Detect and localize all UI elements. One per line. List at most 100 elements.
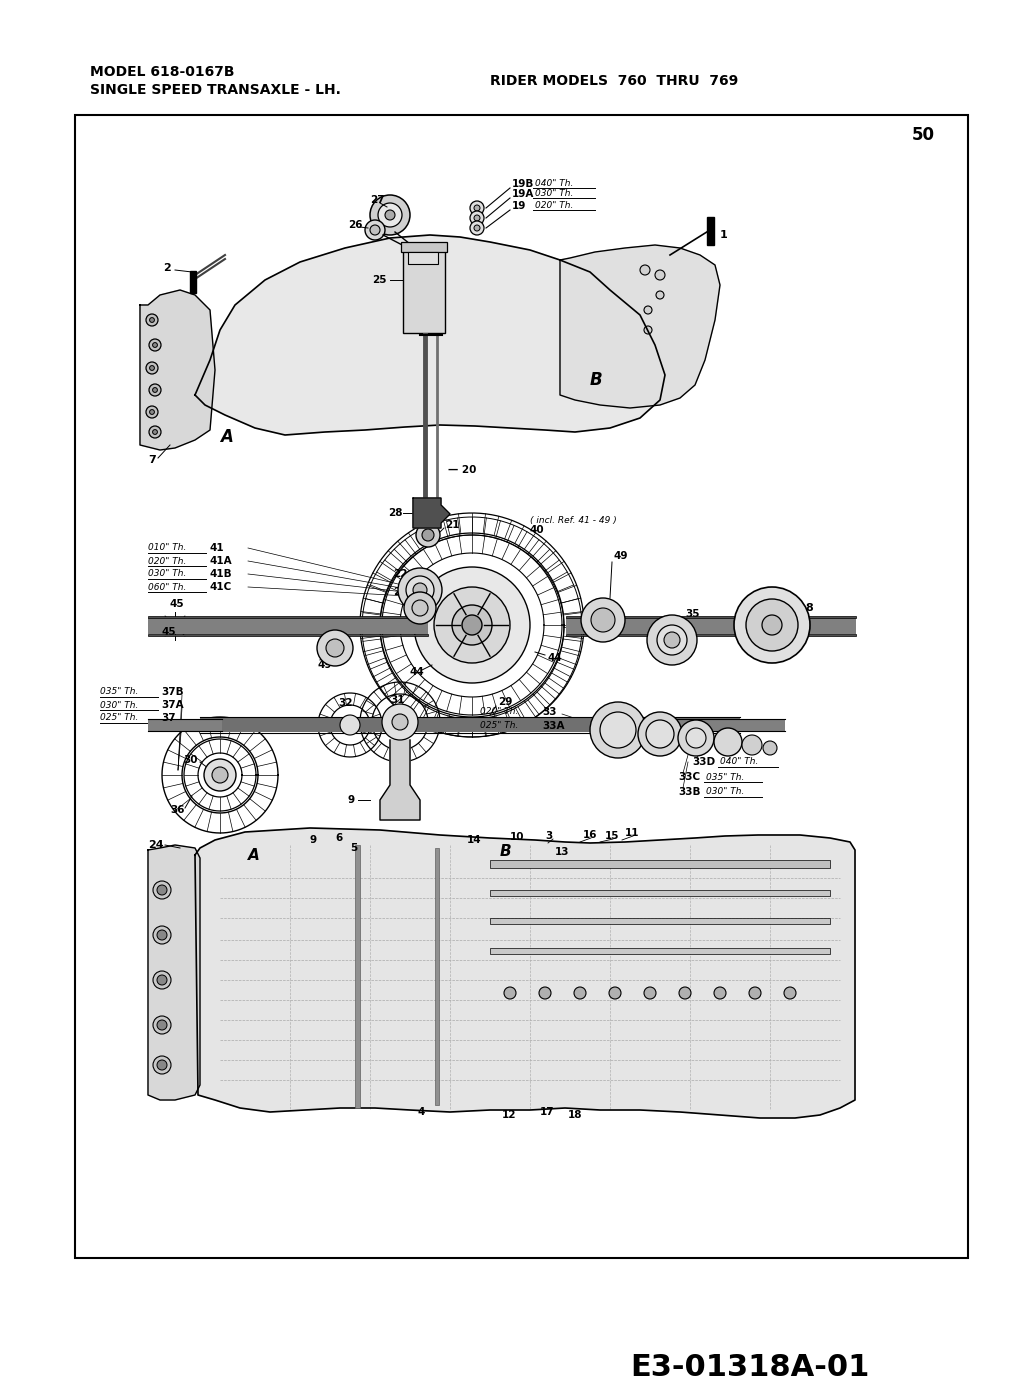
Bar [490, 918, 830, 924]
Text: 025" Th.: 025" Th. [100, 714, 138, 722]
Bar [190, 271, 196, 294]
Text: 27: 27 [370, 195, 385, 204]
Bar [490, 949, 830, 954]
Circle shape [644, 306, 652, 314]
Bar [148, 721, 222, 732]
Circle shape [365, 220, 385, 241]
Circle shape [150, 317, 155, 323]
Text: 33C: 33C [678, 772, 700, 782]
Circle shape [609, 988, 621, 999]
Text: 10: 10 [510, 832, 524, 842]
Text: ( incl. Ref. 41 - 49 ): ( incl. Ref. 41 - 49 ) [530, 516, 617, 524]
Circle shape [644, 988, 656, 999]
Circle shape [406, 576, 434, 604]
Text: 16: 16 [583, 830, 598, 840]
Bar [408, 252, 438, 264]
Text: 060" Th.: 060" Th. [148, 583, 187, 591]
Text: 035" Th.: 035" Th. [706, 772, 744, 782]
Text: 030" Th.: 030" Th. [535, 189, 574, 199]
Circle shape [474, 225, 480, 231]
Circle shape [784, 988, 796, 999]
Text: 19: 19 [512, 202, 526, 211]
Text: 45: 45 [740, 600, 754, 609]
Circle shape [157, 931, 167, 940]
Circle shape [340, 715, 360, 734]
Bar [148, 618, 428, 634]
Text: 11: 11 [625, 828, 640, 837]
Text: 7: 7 [148, 455, 156, 465]
Bar [635, 721, 785, 732]
Text: 6: 6 [335, 833, 343, 843]
Bar [490, 890, 830, 896]
Text: 040" Th.: 040" Th. [720, 758, 759, 766]
Text: 41B: 41B [209, 569, 231, 579]
Circle shape [462, 615, 482, 636]
Text: 17: 17 [540, 1107, 554, 1117]
Circle shape [412, 600, 428, 616]
Circle shape [149, 384, 161, 396]
Bar [148, 616, 428, 618]
Circle shape [656, 291, 664, 299]
Circle shape [474, 216, 480, 221]
Polygon shape [148, 844, 200, 1100]
Circle shape [398, 568, 442, 612]
Circle shape [574, 988, 586, 999]
Circle shape [714, 988, 725, 999]
Bar [436, 849, 439, 1104]
Text: 33A: 33A [542, 721, 565, 732]
Circle shape [153, 971, 171, 989]
Text: 37: 37 [161, 714, 175, 723]
Text: 33: 33 [542, 707, 556, 716]
Circle shape [763, 741, 777, 755]
Text: 49: 49 [614, 551, 628, 561]
Bar [566, 616, 856, 618]
Bar [566, 618, 856, 634]
Text: 37B: 37B [161, 687, 184, 697]
Circle shape [638, 712, 682, 755]
Circle shape [746, 600, 798, 651]
Circle shape [157, 1060, 167, 1070]
Text: 45: 45 [170, 600, 185, 609]
Text: 28: 28 [388, 508, 402, 517]
Circle shape [655, 270, 665, 280]
Circle shape [581, 598, 625, 643]
Circle shape [678, 721, 714, 755]
Circle shape [539, 988, 551, 999]
Text: — 20: — 20 [448, 465, 477, 474]
Circle shape [470, 202, 484, 216]
Circle shape [146, 314, 158, 325]
Bar [148, 634, 428, 636]
Circle shape [470, 221, 484, 235]
Text: SINGLE SPEED TRANSAXLE - LH.: SINGLE SPEED TRANSAXLE - LH. [90, 83, 341, 97]
Text: 30: 30 [184, 755, 198, 765]
Text: 45: 45 [162, 627, 176, 637]
Text: 030" Th.: 030" Th. [706, 787, 744, 797]
Circle shape [591, 608, 615, 632]
Text: 5: 5 [350, 843, 357, 853]
Text: 010" Th.: 010" Th. [148, 544, 187, 552]
Circle shape [657, 625, 687, 655]
Text: 26: 26 [348, 220, 362, 230]
Bar [75, 115, 968, 1257]
Text: 37A: 37A [161, 700, 184, 709]
Text: A: A [220, 428, 233, 447]
Text: 35: 35 [685, 609, 700, 619]
Text: 25: 25 [372, 275, 387, 285]
Text: 49: 49 [318, 659, 332, 670]
Circle shape [504, 988, 516, 999]
Circle shape [644, 325, 652, 334]
Circle shape [146, 362, 158, 374]
Circle shape [150, 366, 155, 370]
Circle shape [664, 632, 680, 648]
Text: 12: 12 [502, 1110, 516, 1120]
Text: 21: 21 [445, 520, 459, 530]
Circle shape [150, 409, 155, 415]
Polygon shape [195, 828, 854, 1118]
Circle shape [153, 342, 158, 348]
Text: 035" Th.: 035" Th. [100, 687, 138, 697]
Text: 040" Th.: 040" Th. [535, 179, 574, 189]
Polygon shape [413, 498, 450, 529]
Text: 34: 34 [660, 618, 675, 627]
Circle shape [762, 615, 782, 636]
Text: 24: 24 [148, 840, 164, 850]
